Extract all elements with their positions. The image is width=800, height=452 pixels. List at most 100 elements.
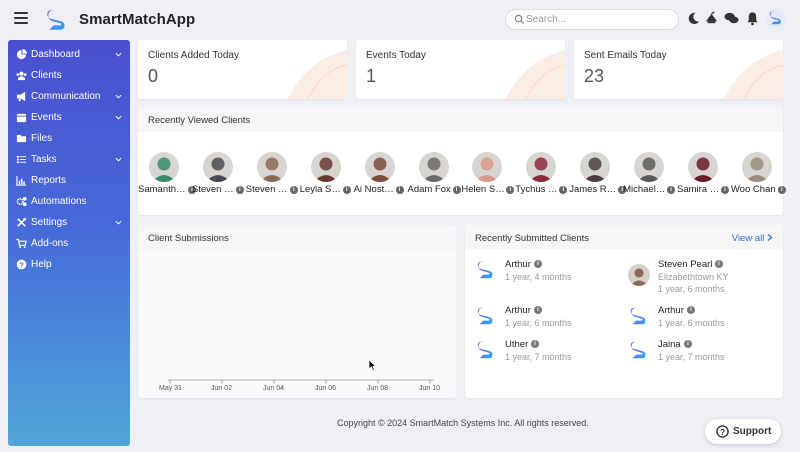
info-icon[interactable]: i <box>777 186 786 194</box>
client-name[interactable]: Helen S… <box>461 184 505 195</box>
recent-client[interactable]: Samira … i <box>677 152 731 202</box>
sidebar-item-files[interactable]: Files <box>8 129 130 149</box>
dark-mode-moon-icon[interactable] <box>686 11 701 26</box>
client-name[interactable]: Uther <box>505 339 529 350</box>
app-logo[interactable] <box>44 7 70 33</box>
client-avatar[interactable] <box>741 152 772 182</box>
client-name[interactable]: Arthur <box>658 305 684 316</box>
recent-client[interactable]: Samanth… i <box>138 152 196 202</box>
client-name[interactable]: Steven … <box>245 184 288 195</box>
app-logo-avatar[interactable] <box>628 305 650 327</box>
sidebar: Dashboard Clients Communication Events F… <box>8 40 130 446</box>
client-name[interactable]: Leyla S… <box>299 184 341 195</box>
info-icon[interactable]: i <box>289 186 298 194</box>
announcement-bell-icon[interactable] <box>704 11 719 26</box>
sidebar-item-add-ons[interactable]: Add-ons <box>8 234 130 254</box>
info-icon[interactable]: i <box>721 186 729 194</box>
chat-icon[interactable] <box>724 11 739 26</box>
info-icon[interactable]: i <box>531 340 539 348</box>
info-icon[interactable]: i <box>188 186 196 194</box>
sidebar-item-communication[interactable]: Communication <box>8 87 130 107</box>
client-name[interactable]: Arthur <box>505 259 531 270</box>
support-button[interactable]: ? Support <box>705 419 781 444</box>
sidebar-item-clients[interactable]: Clients <box>8 66 130 86</box>
notification-bell-icon[interactable] <box>745 11 760 26</box>
client-avatar[interactable] <box>688 152 718 182</box>
app-logo-avatar[interactable] <box>475 339 497 361</box>
info-icon[interactable]: i <box>506 186 515 194</box>
x-tick-label: Jun 10 <box>419 385 441 392</box>
client-avatar[interactable] <box>256 152 287 182</box>
client-avatar[interactable] <box>526 152 557 182</box>
client-name[interactable]: James R… <box>569 184 617 195</box>
submitted-client[interactable]: Steven Pearl i Elizabethtown KY 1 year, 6 m… <box>628 259 778 299</box>
recent-client[interactable]: Woo Chan i <box>730 152 786 202</box>
recent-client[interactable]: James R… i <box>569 152 627 202</box>
sidebar-item-events[interactable]: Events <box>8 108 130 128</box>
info-icon[interactable]: i <box>452 186 461 194</box>
view-all-link[interactable]: View all <box>732 233 773 244</box>
user-avatar[interactable] <box>766 8 786 28</box>
sidebar-item-tasks[interactable]: Tasks <box>8 150 130 170</box>
info-icon[interactable]: i <box>395 186 404 194</box>
hamburger-menu-icon[interactable] <box>14 12 28 24</box>
info-icon[interactable]: i <box>534 306 542 314</box>
client-avatar[interactable] <box>149 152 179 182</box>
client-name[interactable]: Ai Nost… <box>353 184 394 195</box>
client-avatar[interactable] <box>634 152 665 182</box>
info-icon[interactable]: i <box>687 306 695 314</box>
sidebar-item-label: Communication <box>31 91 101 102</box>
recent-client[interactable]: Steven … i <box>192 152 246 202</box>
client-name[interactable]: Steven … <box>191 184 234 195</box>
info-icon[interactable]: i <box>684 340 692 348</box>
sidebar-item-help[interactable]: ? Help <box>8 255 130 275</box>
client-avatar[interactable] <box>580 152 611 182</box>
recent-client[interactable]: Tychus … i <box>515 152 569 202</box>
submitted-client[interactable]: Jaina i 1 year, 7 months <box>628 339 778 379</box>
submitted-client[interactable]: Arthur i 1 year, 6 months <box>628 305 778 345</box>
client-avatar[interactable] <box>310 152 341 182</box>
client-name[interactable]: Adam Fox <box>407 184 451 195</box>
recent-client[interactable]: Adam Fox i <box>408 152 462 202</box>
client-name[interactable]: Michael… <box>623 184 666 195</box>
client-name[interactable]: Arthur <box>505 305 531 316</box>
submitted-client[interactable]: Arthur i 1 year, 6 months <box>475 305 625 345</box>
sidebar-item-settings[interactable]: Settings <box>8 213 130 233</box>
recent-client[interactable]: Michael… i <box>623 152 677 202</box>
footer-copyright: Copyright © 2024 SmartMatch Systems Inc.… <box>337 418 589 428</box>
client-name[interactable]: Woo Chan <box>730 184 776 195</box>
search-input[interactable] <box>526 12 674 27</box>
info-icon[interactable]: i <box>667 186 676 194</box>
app-logo-avatar[interactable] <box>628 339 650 361</box>
client-name[interactable]: Jaina <box>658 339 681 350</box>
recent-client[interactable]: Leyla S… i <box>300 152 354 202</box>
client-name[interactable]: Samira … <box>677 184 720 195</box>
chevron-right-icon <box>767 234 773 241</box>
x-tick-label: Jun 04 <box>263 385 285 392</box>
submitted-client[interactable]: Uther i 1 year, 7 months <box>475 339 625 379</box>
client-avatar[interactable] <box>418 152 449 182</box>
recent-client[interactable]: Steven … i <box>246 152 300 202</box>
sidebar-item-reports[interactable]: Reports <box>8 171 130 191</box>
info-icon[interactable]: i <box>618 186 627 194</box>
info-icon[interactable]: i <box>559 186 568 194</box>
sidebar-item-automations[interactable]: Automations <box>8 192 130 212</box>
client-avatar[interactable] <box>364 152 395 182</box>
app-logo-avatar[interactable] <box>475 259 497 281</box>
info-icon[interactable]: i <box>342 186 351 194</box>
search-box[interactable] <box>505 9 679 30</box>
client-name[interactable]: Samanth… <box>138 184 186 195</box>
recent-client[interactable]: Ai Nost… i <box>354 152 408 202</box>
recent-client[interactable]: Helen S… i <box>461 152 515 202</box>
client-name[interactable]: Steven Pearl <box>658 259 713 270</box>
client-avatar[interactable] <box>202 152 233 182</box>
submitted-client[interactable]: Arthur i 1 year, 4 months <box>475 259 625 299</box>
info-icon[interactable]: i <box>235 186 244 194</box>
client-avatar[interactable] <box>472 152 503 182</box>
app-logo-avatar[interactable] <box>475 305 497 327</box>
info-icon[interactable]: i <box>715 260 723 268</box>
sidebar-item-dashboard[interactable]: Dashboard <box>8 45 130 65</box>
info-icon[interactable]: i <box>534 260 542 268</box>
client-name[interactable]: Tychus … <box>515 184 558 195</box>
client-avatar[interactable] <box>628 264 650 286</box>
